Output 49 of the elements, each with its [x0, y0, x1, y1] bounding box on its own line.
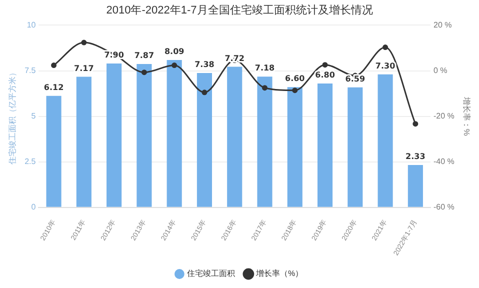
y-tick-label: 10 [26, 20, 36, 30]
bar [136, 64, 152, 207]
bar [166, 60, 182, 207]
bar [378, 74, 393, 207]
legend-label: 住宅竣工面积 [186, 269, 235, 278]
bar [106, 63, 122, 207]
bar [227, 66, 242, 207]
bar [287, 87, 302, 207]
chart-title: 2010年-2022年1-7月全国住宅竣工面积统计及增长情况 [106, 4, 373, 17]
point [202, 90, 208, 96]
data-label: 7.17 [74, 64, 94, 73]
y-tick-label: 0 [31, 202, 36, 212]
point [81, 40, 87, 46]
data-label: 6.60 [285, 74, 306, 84]
bar [348, 87, 363, 207]
bar [408, 164, 423, 207]
y-tick-label: 7.5 [24, 66, 36, 75]
y2-tick-label: 0 % [434, 66, 448, 75]
data-label: 6.12 [44, 82, 64, 92]
point [172, 62, 178, 68]
bar [317, 84, 333, 207]
point [322, 62, 328, 68]
data-label: 6.80 [315, 70, 336, 80]
y2-tick-label: -20 % [434, 112, 454, 121]
y-tick-label: 2.5 [24, 157, 36, 166]
y2-tick-label: 20 % [434, 20, 452, 30]
point [382, 44, 388, 50]
y-tick-label: 5 [31, 112, 36, 121]
y2-tick-label: -40 % [434, 157, 454, 166]
point [292, 88, 298, 94]
legend-label: 增长率（%） [254, 269, 304, 278]
point [141, 70, 147, 76]
bar [76, 76, 92, 207]
data-label: 2.33 [406, 152, 426, 162]
bar [257, 76, 272, 207]
data-label: 7.87 [134, 51, 154, 60]
y2-axis-title: 增长率：% [462, 96, 471, 136]
y2-tick-label: -60 % [434, 202, 454, 212]
point [262, 85, 268, 91]
y-axis-title: 住宅竣工面积（亿平方米） [8, 68, 18, 164]
data-label: 8.09 [164, 47, 185, 56]
point [412, 121, 418, 127]
data-label: 6.59 [345, 74, 366, 84]
data-label: 7.38 [194, 60, 215, 70]
bar [196, 72, 212, 207]
data-label: 7.30 [375, 61, 396, 70]
point [51, 62, 57, 68]
bar [46, 96, 62, 207]
data-label: 7.18 [254, 64, 276, 73]
